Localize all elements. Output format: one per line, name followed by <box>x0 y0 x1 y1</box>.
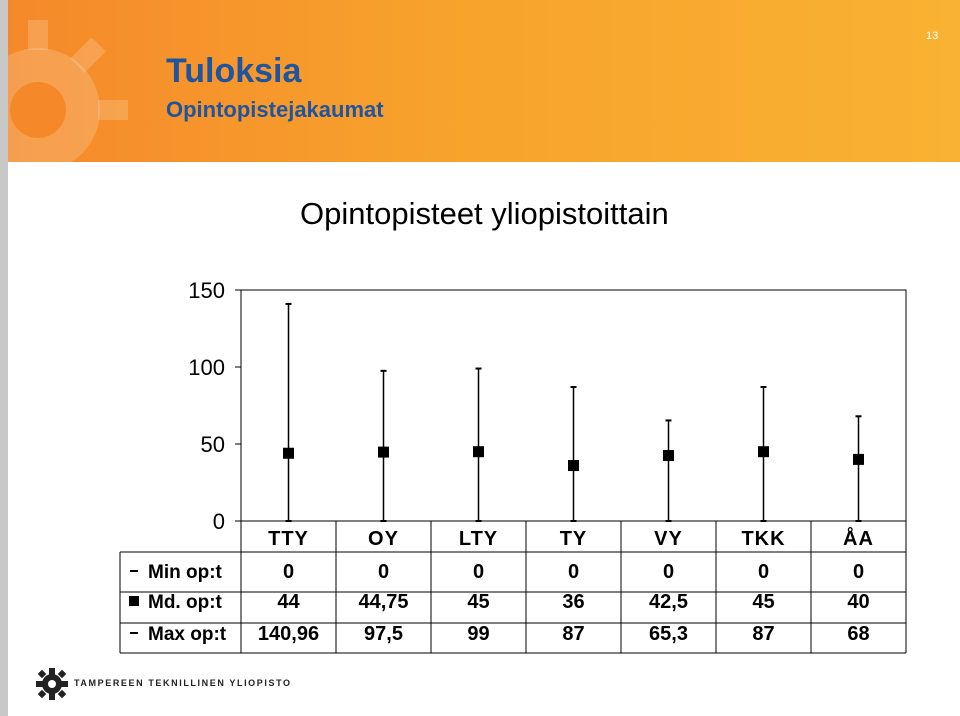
series-name: Max op:t <box>148 624 227 645</box>
gear-watermark-icon <box>8 20 128 162</box>
category-label: ÅA <box>843 526 874 550</box>
data-label: 0 <box>568 561 579 583</box>
university-logo: TAMPEREEN TEKNILLINEN YLIOPISTO <box>36 664 290 704</box>
data-label: 0 <box>283 561 294 583</box>
data-label: 45 <box>467 591 489 613</box>
median-marker <box>283 447 294 459</box>
y-tick-label: 100 <box>188 355 225 380</box>
left-side-band <box>0 0 8 716</box>
data-label: 97,5 <box>364 623 403 645</box>
y-tick-label: 50 <box>201 432 225 457</box>
category-label: VY <box>654 528 683 550</box>
data-label: 99 <box>467 623 489 645</box>
category-label: OY <box>368 528 399 550</box>
data-label: 65,3 <box>649 623 688 645</box>
y-tick-label: 0 <box>213 509 225 534</box>
slide-number: 13 <box>926 30 939 42</box>
data-label: 36 <box>562 591 584 613</box>
category-label: LTY <box>459 528 498 550</box>
category-label: TKK <box>741 528 785 550</box>
logo-text: TAMPEREEN TEKNILLINEN YLIOPISTO <box>74 678 292 688</box>
data-label: 0 <box>378 561 389 583</box>
data-label: 0 <box>758 561 769 583</box>
slide-title: Tuloksia <box>166 52 302 90</box>
data-label: 68 <box>847 623 869 645</box>
data-label: 0 <box>663 561 674 583</box>
median-marker <box>378 446 389 458</box>
data-label: 44 <box>277 591 300 613</box>
category-label: TY <box>560 528 588 550</box>
median-marker <box>473 446 484 458</box>
header-band: Tuloksia Opintopistejakaumat 13 <box>8 0 960 162</box>
median-marker <box>853 453 864 465</box>
series-name: Md. op:t <box>148 592 223 613</box>
legend-square-key <box>129 596 139 606</box>
data-label: 42,5 <box>649 591 688 613</box>
data-label: 0 <box>853 561 864 583</box>
tut-gear-logo-icon <box>36 668 68 700</box>
slide-subtitle: Opintopistejakaumat <box>166 97 384 122</box>
data-label: 140,96 <box>258 623 319 645</box>
category-label: TTY <box>268 528 309 550</box>
chart-area <box>8 162 960 716</box>
data-label: 87 <box>752 623 774 645</box>
data-label: 45 <box>752 591 774 613</box>
data-label: 0 <box>473 561 484 583</box>
chart-title: Opintopisteet yliopistoittain <box>300 196 669 231</box>
data-label: 87 <box>562 623 584 645</box>
data-label: 44,75 <box>358 591 408 613</box>
series-name: Min op:t <box>148 562 223 583</box>
median-marker <box>663 450 674 462</box>
median-marker <box>568 460 579 472</box>
data-label: 40 <box>847 591 869 613</box>
median-marker <box>758 446 769 458</box>
y-tick-label: 150 <box>188 278 225 303</box>
